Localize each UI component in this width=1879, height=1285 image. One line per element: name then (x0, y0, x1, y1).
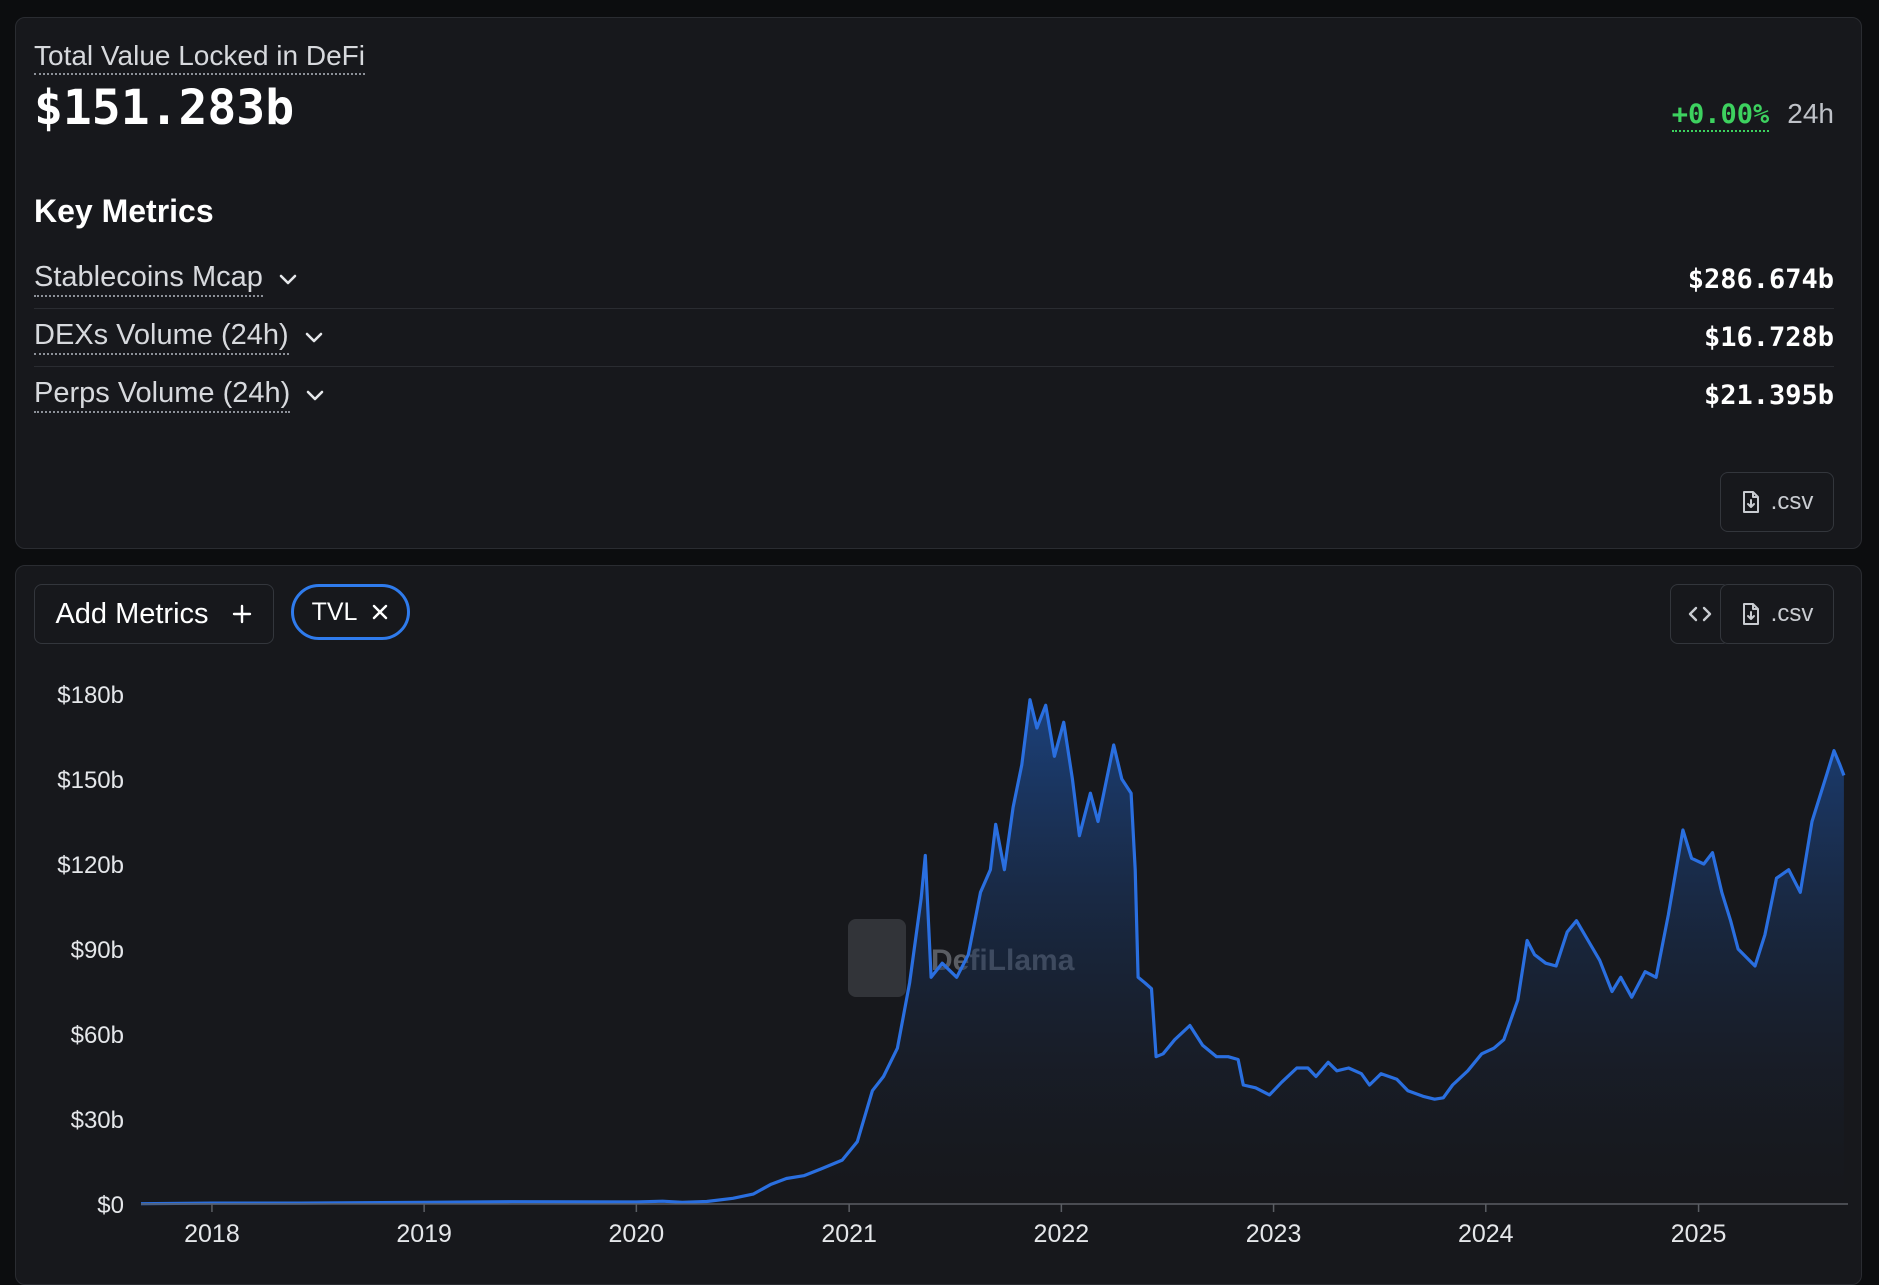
llama-logo-icon (848, 919, 906, 997)
x-tick-label: 2022 (1034, 1220, 1090, 1248)
y-tick-label: $180b (57, 682, 124, 709)
metric-chip-tvl[interactable]: TVL (291, 584, 410, 640)
tvl-change-percent[interactable]: +0.00% (1671, 99, 1770, 132)
metric-value: $21.395b (1703, 379, 1834, 411)
y-tick-label: $0 (97, 1192, 124, 1219)
metric-value: $16.728b (1703, 321, 1834, 353)
x-tick-label: 2025 (1671, 1220, 1727, 1248)
download-csv-button[interactable]: .csv (1720, 472, 1834, 532)
key-metrics-title: Key Metrics (34, 193, 214, 229)
tvl-value: $151.283b (34, 80, 295, 136)
csv-label: .csv (1770, 600, 1814, 627)
x-tick-label: 2024 (1458, 1220, 1514, 1248)
x-tick-label: 2018 (184, 1220, 240, 1248)
y-tick-label: $60b (71, 1022, 124, 1049)
metric-label[interactable]: Stablecoins Mcap (34, 261, 263, 297)
metric-label[interactable]: DEXs Volume (24h) (34, 319, 289, 355)
tvl-chart-panel: Add Metrics TVL .csv D (15, 565, 1862, 1285)
y-tick-label: $30b (71, 1107, 124, 1134)
metric-row-dexs-volume[interactable]: DEXs Volume (24h) $16.728b (34, 308, 1834, 367)
tvl-change-period: 24h (1787, 98, 1834, 129)
chevron-down-icon[interactable] (277, 268, 299, 290)
add-metrics-button[interactable]: Add Metrics (34, 584, 274, 644)
csv-label: .csv (1770, 488, 1814, 515)
metric-label[interactable]: Perps Volume (24h) (34, 377, 291, 413)
tvl-area-chart[interactable]: DefiLlama $0$30b$60b$90b$120b$150b$180b … (16, 566, 1861, 1266)
tvl-change: +0.00% 24h (1671, 98, 1834, 132)
metric-value: $286.674b (1687, 263, 1834, 295)
file-download-icon (1742, 603, 1759, 625)
tvl-summary-panel: Total Value Locked in DeFi $151.283b +0.… (15, 17, 1862, 549)
y-tick-label: $150b (57, 767, 124, 794)
tvl-area (141, 699, 1844, 1204)
metric-row-stablecoins[interactable]: Stablecoins Mcap $286.674b (34, 250, 1834, 309)
y-axis: $0 $30b $60b $90b $120b $150b $180b (57, 682, 124, 1219)
chevron-down-icon[interactable] (304, 384, 326, 406)
code-icon (1688, 606, 1712, 622)
y-tick-label: $120b (57, 852, 124, 879)
x-tick-label: 2023 (1246, 1220, 1302, 1248)
tvl-label[interactable]: Total Value Locked in DeFi (34, 40, 365, 75)
x-tick-label: 2021 (821, 1220, 877, 1248)
tvl-series-line (140, 698, 1846, 1206)
plus-icon (232, 604, 251, 624)
close-icon[interactable] (371, 603, 389, 621)
download-chart-csv-button[interactable]: .csv (1720, 584, 1834, 644)
y-tick-label: $90b (71, 937, 124, 964)
file-download-icon (1742, 491, 1759, 513)
x-tick-label: 2020 (609, 1220, 665, 1248)
metric-row-perps-volume[interactable]: Perps Volume (24h) $21.395b (34, 366, 1834, 424)
x-axis: 2018 2019 2020 2021 2022 2023 2024 2025 (184, 1204, 1726, 1248)
chevron-down-icon[interactable] (303, 326, 325, 348)
x-tick-label: 2019 (396, 1220, 452, 1248)
chip-label: TVL (311, 597, 358, 626)
add-metrics-label: Add Metrics (55, 597, 209, 630)
